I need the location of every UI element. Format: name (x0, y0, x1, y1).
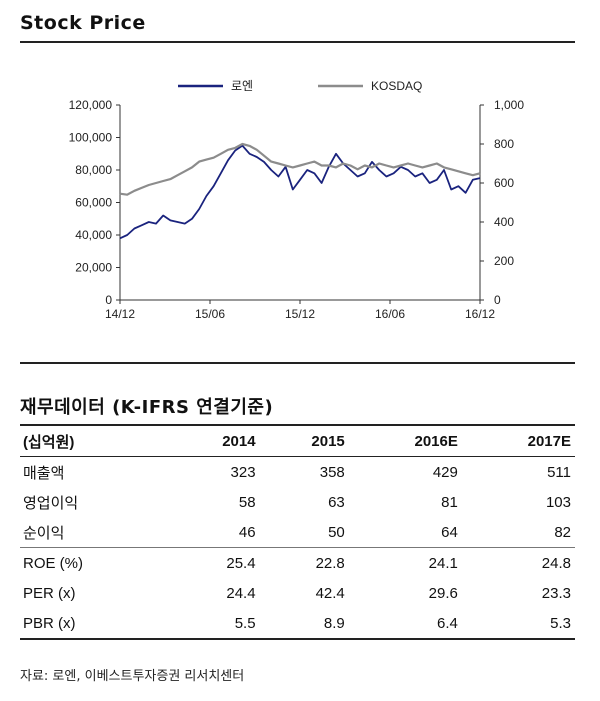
section-divider (20, 362, 575, 364)
table-cell: 29.6 (428, 584, 458, 602)
chart-axes: 0 20,000 40,000 60,000 80,000 100,000 120,000 0… (69, 98, 525, 321)
table-cell: 25.4 (170, 547, 260, 578)
y-left-tick-label: 20,000 (75, 261, 112, 275)
financial-table: (십억원) 2014 2015 2016E 2017E 매출액 323 358 … (20, 424, 575, 640)
series-line-kosdaq (119, 142, 481, 196)
table-cell: 24.4 (226, 584, 256, 602)
legend-label-loen: 로엔 (231, 79, 253, 93)
row-label: 영업이익 (23, 494, 79, 512)
series-line-loen (119, 144, 481, 240)
table-cell: 358 (319, 463, 345, 481)
source-note: 자료: 로엔, 이베스트투자증권 리서치센터 (20, 669, 245, 684)
table-cell: 511 (547, 463, 571, 481)
x-tick-label: 16/12 (465, 307, 495, 321)
y-right-tick-label: 0 (494, 293, 501, 307)
table-cell: 64 (441, 523, 458, 541)
row-label: 매출액 (23, 464, 65, 482)
y-right-tick-label: 400 (494, 215, 514, 229)
x-tick-label: 15/06 (195, 307, 225, 321)
header-2016e: 2016E (348, 424, 462, 457)
financial-data-title: 재무데이터 (K-IFRS 연결기준) (20, 397, 274, 418)
table-cell: 24.1 (348, 547, 462, 578)
y-right-tick-label: 600 (494, 176, 514, 190)
header-2017e: 2017E (461, 424, 575, 457)
title-divider (20, 41, 575, 43)
table-header-row: (십억원) 2014 2015 2016E 2017E (20, 424, 575, 457)
table-cell: 323 (230, 463, 256, 481)
table-row: PER (x) 24.4 42.4 29.6 23.3 (20, 578, 575, 608)
y-left-tick-label: 0 (105, 293, 112, 307)
x-tick-label: 16/06 (375, 307, 405, 321)
table-row: ROE (%) 25.4 22.8 24.1 24.8 (20, 547, 575, 578)
chart-legend: 로엔 KOSDAQ (178, 79, 422, 93)
y-left-tick-label: 80,000 (75, 163, 112, 177)
table-cell: 5.3 (461, 608, 575, 640)
x-tick-label: 14/12 (105, 307, 135, 321)
stock-price-title: Stock Price (20, 12, 146, 34)
table-cell: 8.9 (259, 608, 349, 640)
y-left-tick-label: 100,000 (69, 131, 113, 145)
y-left-tick-label: 120,000 (69, 98, 113, 112)
table-cell: 58 (238, 493, 256, 511)
y-left-tick-label: 60,000 (75, 196, 112, 210)
table-cell: 46 (238, 523, 256, 541)
table-row: 순이익 46 50 64 82 (20, 517, 575, 548)
x-tick-label: 15/12 (285, 307, 315, 321)
table-cell: 24.8 (461, 547, 575, 578)
table-cell: 22.8 (259, 547, 349, 578)
table-cell: 5.5 (170, 608, 260, 640)
header-2015: 2015 (259, 424, 349, 457)
y-right-tick-label: 800 (494, 137, 514, 151)
table-row: 매출액 323 358 429 511 (20, 457, 575, 488)
table-cell: 429 (432, 463, 458, 481)
header-unit: (십억원) (20, 424, 171, 457)
y-right-tick-label: 1,000 (494, 98, 524, 112)
table-cell: 82 (554, 523, 571, 541)
row-label: PBR (x) (20, 608, 171, 640)
stock-price-chart: 로엔 KOSDAQ 0 20,000 40,000 60,000 80,000 100,00… (69, 79, 525, 321)
y-left-tick-label: 40,000 (75, 228, 112, 242)
table-cell: 42.4 (315, 584, 345, 602)
table-cell: 63 (328, 493, 345, 511)
table-cell: 23.3 (541, 584, 571, 602)
table-cell: 50 (328, 523, 345, 541)
row-label: ROE (%) (20, 547, 171, 578)
row-label: PER (x) (23, 584, 76, 602)
table-row: PBR (x) 5.5 8.9 6.4 5.3 (20, 608, 575, 640)
row-label: 순이익 (23, 524, 65, 542)
table-cell: 103 (545, 493, 571, 511)
chart-series (119, 142, 481, 240)
table-cell: 81 (441, 493, 458, 511)
table-cell: 6.4 (348, 608, 462, 640)
header-2014: 2014 (170, 424, 260, 457)
legend-label-kosdaq: KOSDAQ (371, 79, 422, 93)
table-row: 영업이익 58 63 81 103 (20, 487, 575, 517)
y-right-tick-label: 200 (494, 254, 514, 268)
